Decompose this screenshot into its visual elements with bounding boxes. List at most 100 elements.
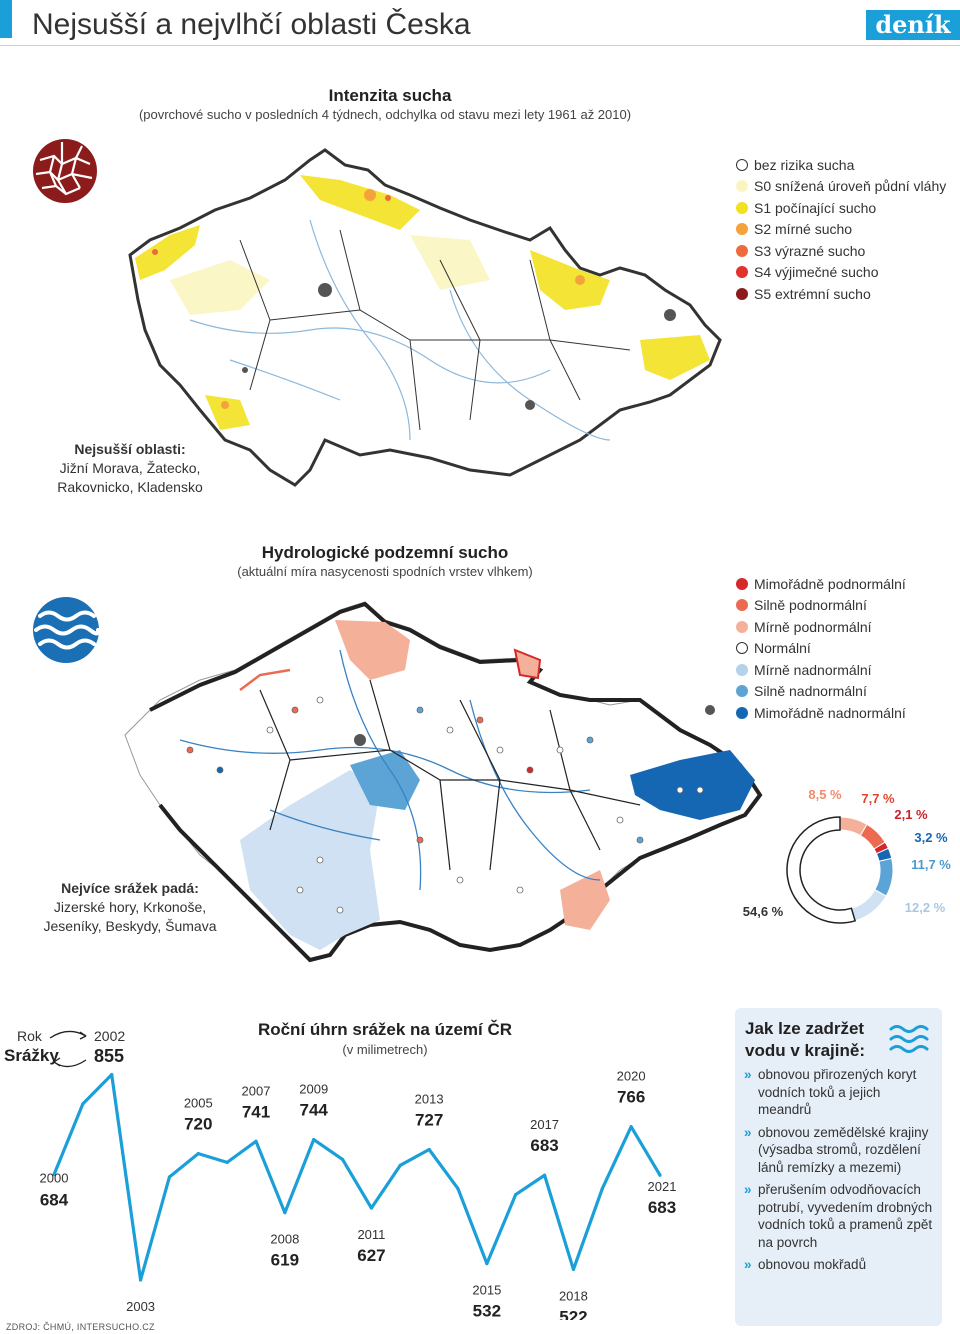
- tips-panel: [735, 1008, 942, 1326]
- legend-item: Mimořádně nadnormální: [736, 702, 906, 724]
- legend-swatch: [736, 620, 748, 633]
- legend-swatch: [736, 706, 748, 719]
- year-label: 2005: [184, 1096, 213, 1111]
- legend-swatch: [736, 180, 748, 193]
- year-label: 2003: [126, 1299, 155, 1314]
- donut-label: 8,5 %: [808, 787, 842, 802]
- year-label: 2007: [242, 1083, 271, 1098]
- data-point: [456, 1187, 460, 1191]
- data-point: [225, 1160, 229, 1164]
- header-divider: [0, 45, 960, 46]
- legend-item: S2 mírné sucho: [736, 219, 946, 241]
- value-label: 522: [559, 1307, 587, 1320]
- legend-swatch: [736, 663, 748, 676]
- wettest-areas-note: Nejvíce srážek padá: Jizerské hory, Krko…: [30, 879, 230, 936]
- tips-title: Jak lze zadržet vodu v krajině:: [745, 1019, 865, 1060]
- tip-item: » obnovou mokřadů: [744, 1257, 867, 1272]
- data-point: [110, 1073, 114, 1077]
- key-year: 2002: [94, 1028, 126, 1044]
- value-label: 727: [415, 1111, 443, 1130]
- key-value: 855: [94, 1046, 125, 1066]
- year-label: 2000: [40, 1171, 69, 1186]
- rain-chart-subtitle: (v milimetrech): [342, 1042, 428, 1057]
- donut-label: 2,1 %: [894, 807, 928, 822]
- data-point: [52, 1173, 56, 1177]
- value-label: 744: [300, 1101, 329, 1120]
- legend-item: Silně podnormální: [736, 595, 906, 617]
- value-label: 619: [271, 1251, 299, 1270]
- data-point: [542, 1173, 547, 1177]
- value-label: 720: [184, 1115, 212, 1134]
- groundwater-legend: Mimořádně podnormální Silně podnormální …: [736, 573, 906, 724]
- data-point: [81, 1102, 85, 1106]
- note-line: Jeseníky, Beskydy, Šumava: [43, 918, 217, 934]
- header-accent-bar: [0, 0, 12, 38]
- legend-swatch: [736, 287, 748, 300]
- source-note: ZDROJ: ČHMÚ, INTERSUCHO.CZ: [6, 1322, 155, 1332]
- year-label: 2013: [415, 1092, 444, 1107]
- data-point: [398, 1163, 402, 1167]
- rainfall-series-line: [52, 1073, 662, 1282]
- donut-segment: [874, 857, 894, 897]
- legend-item: Mírně nadnormální: [736, 659, 906, 681]
- denik-logo[interactable]: deník: [866, 10, 960, 40]
- data-point: [138, 1278, 143, 1282]
- legend-item: S3 výrazné sucho: [736, 240, 946, 262]
- note-line: Jižní Morava, Žatecko,: [59, 460, 201, 476]
- value-label: 741: [242, 1102, 270, 1121]
- groundwater-subtitle: (aktuální míra nasycenosti spodních vrst…: [237, 564, 533, 579]
- arrow-icon: »: [744, 1124, 752, 1140]
- drought-subtitle: (povrchové sucho v posledních 4 týdnech,…: [138, 107, 632, 122]
- data-point: [629, 1125, 633, 1129]
- groundwater-donut-chart: 8,5 % 7,7 %2,1 % 3,2 % 11,7 % 12,2 % 54,6 %: [743, 787, 951, 924]
- drought-legend: bez rizika sucha S0 snížená úroveň půdní…: [736, 154, 946, 305]
- year-label: 2020: [617, 1069, 646, 1084]
- donut-label: 11,7 %: [911, 857, 951, 872]
- data-point: [283, 1211, 287, 1215]
- legend-item: S5 extrémní sucho: [736, 283, 946, 305]
- tip-item: » obnovou přirozených koryt vodních toků …: [744, 1067, 917, 1117]
- data-point: [340, 1157, 345, 1162]
- data-point: [254, 1139, 258, 1143]
- data-point: [600, 1187, 604, 1191]
- rain-chart-title: Roční úhrn srážek na území ČR: [257, 1020, 513, 1039]
- value-label: 683: [530, 1136, 558, 1155]
- page-title: Nejsušší a nejvlhčí oblasti Česka: [32, 8, 471, 41]
- data-point: [196, 1152, 200, 1156]
- tip-item: » přerušením odvodňovacích potrubí, vyved…: [744, 1182, 933, 1250]
- donut-segment: [786, 816, 857, 924]
- data-point: [485, 1261, 489, 1266]
- data-point: [312, 1137, 316, 1142]
- note-title: Nejsušší oblasti:: [74, 441, 186, 457]
- value-label: 683: [648, 1198, 676, 1217]
- key-value-label: Srážky: [4, 1046, 59, 1065]
- key-year-label: Rok: [17, 1028, 42, 1044]
- donut-label: 3,2 %: [914, 830, 948, 845]
- arrow-icon: »: [744, 1067, 752, 1082]
- value-label: 627: [357, 1246, 385, 1265]
- value-label: 684: [40, 1191, 69, 1210]
- drought-title: Intenzita sucha: [328, 86, 452, 105]
- groundwater-map: [124, 601, 763, 963]
- legend-swatch: [736, 642, 748, 655]
- legend-swatch: [736, 201, 748, 214]
- donut-label: 7,7 %: [861, 791, 895, 806]
- year-label: 2021: [648, 1179, 677, 1194]
- legend-item: Mimořádně podnormální: [736, 573, 906, 595]
- note-title: Nejvíce srážek padá:: [61, 880, 199, 896]
- legend-swatch: [736, 158, 748, 171]
- key-arrows-icon: [49, 1030, 87, 1068]
- legend-swatch: [736, 577, 748, 590]
- value-label: 532: [473, 1302, 501, 1320]
- groundwater-title: Hydrologické podzemní sucho: [261, 543, 509, 562]
- legend-swatch: [736, 685, 748, 698]
- arrow-icon: »: [744, 1257, 752, 1272]
- year-label: 2015: [472, 1283, 501, 1298]
- year-label: 2017: [530, 1117, 559, 1132]
- note-line: Jizerské hory, Krkonoše,: [53, 899, 207, 915]
- drought-map: [128, 148, 722, 487]
- data-point: [369, 1206, 374, 1210]
- legend-item: Silně nadnormální: [736, 681, 906, 703]
- legend-item: bez rizika sucha: [736, 154, 946, 176]
- legend-item: Mírně podnormální: [736, 616, 906, 638]
